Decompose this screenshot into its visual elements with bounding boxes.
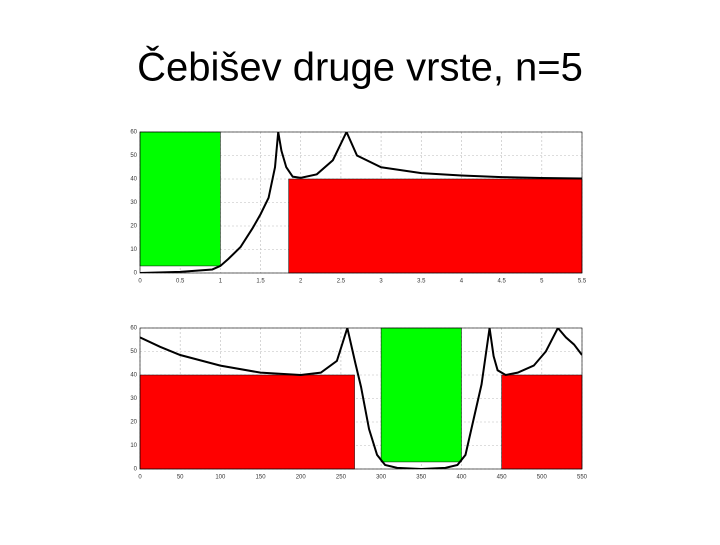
y-tick-label: 0 — [134, 271, 138, 277]
x-tick-label: 100 — [215, 475, 226, 481]
x-tick-label: 300 — [376, 475, 387, 481]
x-tick-label: 400 — [456, 475, 467, 481]
y-tick-label: 30 — [130, 200, 137, 206]
plot-frame — [139, 131, 583, 274]
y-tick-label: 10 — [130, 443, 137, 449]
x-tick-label: 450 — [497, 475, 508, 481]
x-tick-label: 2 — [299, 279, 303, 285]
response-curve — [140, 132, 582, 273]
y-tick-label: 0 — [134, 467, 138, 473]
x-tick-label: 500 — [537, 475, 548, 481]
x-tick-label: 0.5 — [176, 279, 185, 285]
x-tick-label: 4 — [460, 279, 464, 285]
y-tick-label: 60 — [130, 130, 137, 136]
x-tick-label: 3 — [379, 279, 383, 285]
plot-frame — [139, 327, 583, 470]
x-tick-label: 1.5 — [256, 279, 265, 285]
y-tick-label: 50 — [130, 349, 137, 355]
region — [501, 374, 583, 470]
slide-title: Čebišev druge vrste, n=5 — [137, 45, 583, 90]
y-tick-label: 40 — [130, 177, 137, 183]
chart: 0 50 100 150 200 250 300 350 400 450 500 550 0 10 20 30… — [130, 326, 587, 481]
x-tick-label: 0 — [138, 279, 142, 285]
response-curve — [140, 328, 582, 469]
x-tick-label: 150 — [256, 475, 267, 481]
x-tick-label: 350 — [416, 475, 427, 481]
x-tick-label: 550 — [577, 475, 588, 481]
region — [380, 327, 462, 463]
y-tick-label: 40 — [130, 373, 137, 379]
x-tick-label: 0 — [138, 475, 142, 481]
x-tick-label: 4.5 — [497, 279, 506, 285]
y-tick-label: 20 — [130, 420, 137, 426]
y-tick-label: 10 — [130, 247, 137, 253]
y-tick-label: 50 — [130, 153, 137, 159]
region — [288, 178, 583, 274]
y-tick-label: 30 — [130, 396, 137, 402]
region — [139, 131, 221, 267]
x-tick-label: 5 — [540, 279, 544, 285]
x-tick-label: 5.5 — [578, 279, 587, 285]
y-tick-label: 60 — [130, 326, 137, 332]
x-tick-label: 3.5 — [417, 279, 426, 285]
chart: 0 0.5 1 1.5 2 2.5 3 3.5 4 4.5 5 5.5 0 10 20 30 40 50 60 — [130, 130, 587, 285]
x-tick-label: 2.5 — [337, 279, 346, 285]
region — [139, 374, 355, 470]
x-tick-label: 200 — [296, 475, 307, 481]
x-tick-label: 50 — [177, 475, 184, 481]
y-tick-label: 20 — [130, 224, 137, 230]
x-tick-label: 250 — [336, 475, 347, 481]
x-tick-label: 1 — [219, 279, 223, 285]
